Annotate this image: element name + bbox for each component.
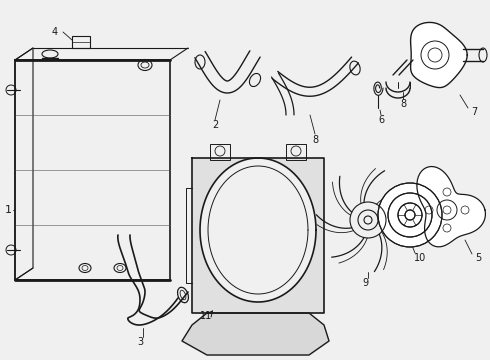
Text: 5: 5: [475, 253, 481, 263]
Text: 7: 7: [471, 107, 477, 117]
Text: 8: 8: [400, 99, 406, 109]
Bar: [210, 144, 230, 160]
Text: 6: 6: [378, 115, 384, 125]
Polygon shape: [200, 158, 316, 302]
Text: 3: 3: [137, 337, 143, 347]
Circle shape: [378, 183, 442, 247]
Bar: [72, 36, 90, 48]
Text: 2: 2: [212, 120, 218, 130]
Text: 10: 10: [414, 253, 426, 263]
Polygon shape: [182, 313, 329, 355]
Bar: [286, 144, 306, 160]
Text: 4: 4: [52, 27, 58, 37]
Polygon shape: [417, 167, 486, 247]
Text: 11: 11: [200, 311, 212, 321]
Text: 1: 1: [4, 205, 11, 215]
Text: 8: 8: [312, 135, 318, 145]
Polygon shape: [411, 22, 467, 87]
Bar: [192, 158, 324, 313]
Text: 9: 9: [362, 278, 368, 288]
